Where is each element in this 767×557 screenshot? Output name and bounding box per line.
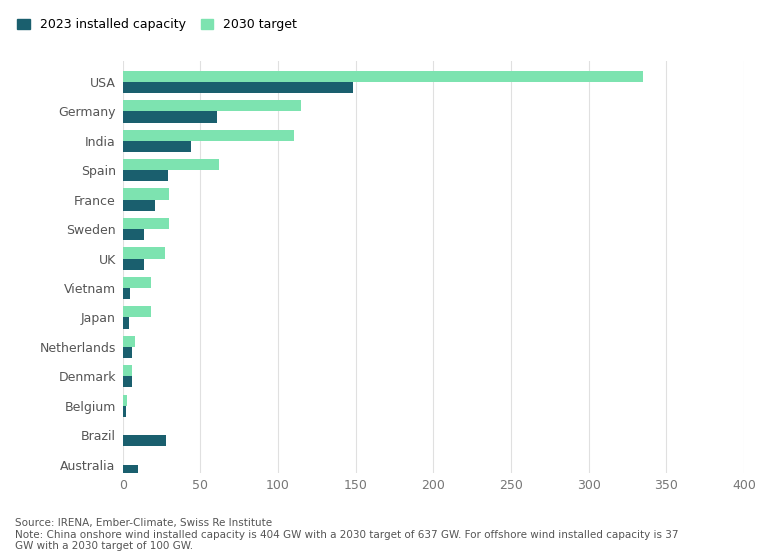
Bar: [123, 159, 219, 170]
Bar: [123, 247, 165, 258]
Bar: [123, 435, 166, 446]
Bar: [123, 229, 144, 240]
Bar: [123, 306, 150, 317]
Legend: 2023 installed capacity, 2030 target: 2023 installed capacity, 2030 target: [17, 18, 297, 31]
Bar: [123, 465, 138, 476]
Bar: [123, 82, 353, 93]
Bar: [123, 100, 301, 111]
Bar: [123, 317, 129, 329]
Bar: [123, 199, 156, 211]
Bar: [123, 347, 132, 358]
Bar: [123, 71, 643, 82]
Bar: [123, 258, 144, 270]
Bar: [123, 218, 170, 229]
Bar: [123, 288, 130, 299]
Bar: [123, 170, 168, 182]
Bar: [123, 377, 132, 388]
Bar: [123, 336, 135, 347]
Bar: [123, 365, 132, 377]
Bar: [123, 394, 127, 405]
Text: Source: IRENA, Ember-Climate, Swiss Re Institute
Note: China onshore wind instal: Source: IRENA, Ember-Climate, Swiss Re I…: [15, 518, 679, 551]
Bar: [123, 141, 191, 152]
Bar: [123, 188, 170, 199]
Bar: [123, 111, 218, 123]
Bar: [123, 130, 294, 141]
Bar: [123, 277, 150, 288]
Bar: [123, 405, 126, 417]
